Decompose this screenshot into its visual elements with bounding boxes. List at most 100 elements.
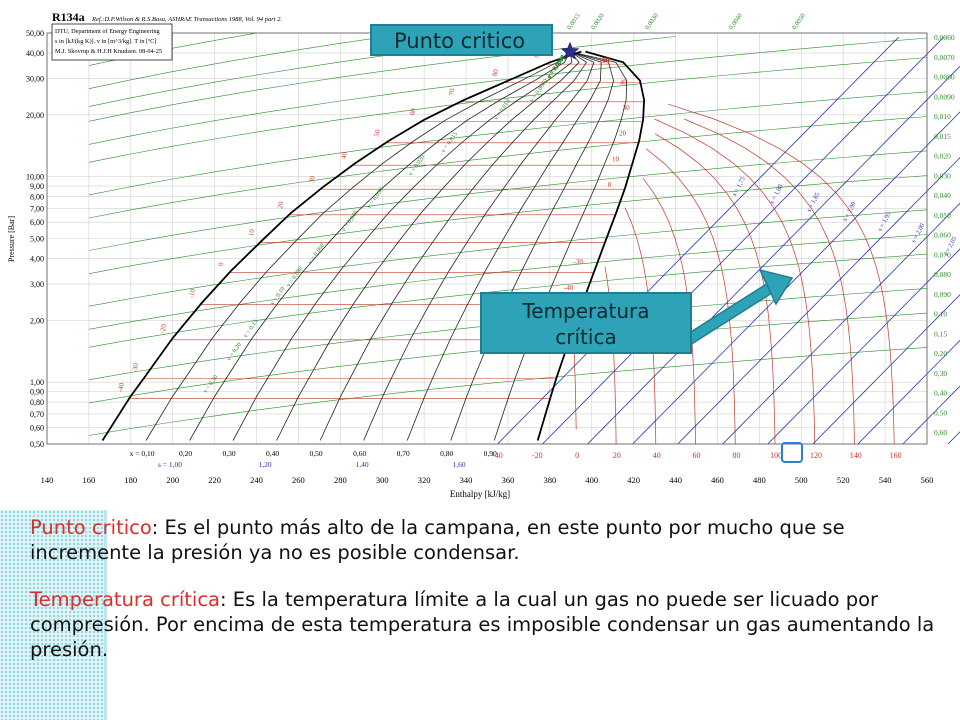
y-tick-label: 20,00 — [26, 111, 44, 120]
quality-line — [232, 51, 573, 441]
isochore-right-label: 0,080 — [934, 270, 951, 279]
isotherm-label-left: 0 — [217, 261, 226, 266]
isotherm-superheat — [654, 118, 816, 445]
isentrope-line — [587, 65, 960, 445]
x-tick-label: 440 — [669, 475, 682, 485]
critical-temperature-description: : Es la temperatura límite a la cual un … — [30, 588, 935, 661]
isotherm-superheat — [668, 103, 895, 445]
isochore-line — [88, 37, 928, 145]
isochore-right-label: 0,40 — [934, 389, 947, 398]
isochore-right-label: 0,040 — [934, 191, 951, 200]
x-tick-label: 280 — [334, 475, 347, 485]
critical-temperature-arrow-shaft-fill — [685, 284, 773, 344]
isentrope-line — [857, 339, 960, 445]
isentrope-line — [722, 202, 960, 445]
entropy-bottom-label: 1,20 — [258, 460, 271, 469]
y-tick-label: 9,00 — [30, 182, 44, 191]
isochore-line — [88, 36, 383, 89]
isochore-right-label: 0,0090 — [934, 92, 955, 101]
isotherm-label-left: 80 — [491, 68, 500, 77]
chart-subtitle: Ref.:D.P.Wilson & R.S.Basu, ASHRAE Trans… — [91, 16, 282, 23]
isochore-right-label: 0,10 — [934, 310, 947, 319]
y-tick-label: 7,00 — [30, 204, 44, 213]
isentrope-line — [542, 36, 944, 445]
isotherm-label-vapor: 90 — [602, 56, 610, 64]
isotherm-label-bottom: 20 — [613, 451, 621, 460]
x-tick-label: 140 — [41, 475, 54, 485]
entropy-bottom-label: s = 1,00 — [158, 460, 182, 469]
isentrope-line — [497, 36, 899, 445]
info-box — [51, 23, 173, 61]
y-tick-label: 10,00 — [26, 173, 44, 182]
isentrope-line — [677, 157, 960, 445]
x-tick-label: 260 — [292, 475, 305, 485]
isochore-right-label: 0,030 — [934, 171, 951, 180]
x-tick-label: 500 — [795, 475, 808, 485]
isochore-line — [88, 209, 928, 307]
x-tick-label: 180 — [124, 475, 137, 485]
chart-background — [0, 0, 960, 505]
critical-point-definition: Punto critico: Es el punto más alto de l… — [30, 515, 945, 565]
quality-line — [450, 51, 615, 441]
x-tick-label: 340 — [460, 475, 473, 485]
x-tick-label: 380 — [543, 475, 556, 485]
isochore-line — [88, 175, 928, 274]
x-tick-label: 460 — [711, 475, 724, 485]
isotherm-label-left: 30 — [308, 175, 317, 184]
x-tick-label: 540 — [879, 475, 892, 485]
isotherm-label-left: 40 — [340, 151, 349, 160]
x-tick-label: 560 — [921, 475, 934, 485]
entropy-bottom-label: 1,60 — [452, 460, 465, 469]
y-tick-label: 3,00 — [30, 280, 44, 289]
quality-label: 0,80 — [440, 449, 453, 458]
x-tick-label: 360 — [502, 475, 515, 485]
quality-label: 0,30 — [223, 449, 236, 458]
x-axis-title: Enthalpy [kJ/kg] — [450, 489, 510, 499]
entropy-bottom-label: 1,40 — [355, 460, 368, 469]
x-tick-label: 240 — [250, 475, 263, 485]
quality-line — [493, 51, 628, 441]
critical-temperature-callout: Temperatura crítica — [480, 292, 692, 354]
quality-label: 0,90 — [484, 449, 497, 458]
critical-temperature-arrow-head — [758, 268, 794, 306]
y-tick-label: 0,90 — [30, 388, 44, 397]
critical-point-callout-label: Punto critico — [394, 29, 526, 53]
x-tick-label: 400 — [585, 475, 598, 485]
isotherm-label-vapor: 10 — [612, 155, 620, 163]
quality-line — [406, 51, 602, 441]
y-tick-label: 0,80 — [30, 398, 44, 407]
isotherm-superheat — [684, 118, 855, 445]
y-tick-label: 0,50 — [30, 440, 44, 449]
critical-point-description: : Es el punto más alto de la campana, en… — [30, 516, 845, 564]
isotherm-label-vapor: 0 — [608, 181, 612, 189]
decorative-dotted-stripe — [0, 510, 107, 720]
isentrope-layer — [497, 36, 960, 445]
quality-line — [276, 51, 580, 441]
x-tick-label: 160 — [83, 475, 96, 485]
isochore-right-label: 0,060 — [934, 231, 951, 240]
highlight-100-box — [781, 442, 803, 463]
isochore-right-label: 0,050 — [934, 211, 951, 220]
chart-title: R134a — [52, 10, 85, 24]
isotherm-label-vapor: -30 — [574, 258, 584, 266]
isochore-line — [88, 253, 928, 348]
quality-line — [363, 51, 595, 441]
isotherm-label-bottom: 160 — [890, 451, 902, 460]
isochore-line — [88, 36, 676, 122]
isotherm-label-left: 70 — [447, 87, 456, 96]
saturated-liquid-line — [101, 50, 582, 441]
annotation-layer — [560, 41, 803, 463]
x-tick-label: 480 — [753, 475, 766, 485]
isochore-right-label: 0,50 — [934, 408, 947, 417]
quality-line — [319, 51, 588, 441]
isochore-right-label: 0,010 — [934, 112, 951, 121]
x-tick-label: 300 — [376, 475, 389, 485]
isotherm-superheat — [573, 340, 577, 430]
isotherm-label-vapor: 30 — [623, 104, 631, 112]
y-tick-label: 5,00 — [30, 235, 44, 244]
isochore-right-label: 0,15 — [934, 329, 947, 338]
saturation-layer — [101, 50, 646, 441]
isotherm-superheat — [645, 148, 736, 445]
quality-label: 0,50 — [310, 449, 323, 458]
isotherm-label-left: 20 — [276, 200, 285, 209]
